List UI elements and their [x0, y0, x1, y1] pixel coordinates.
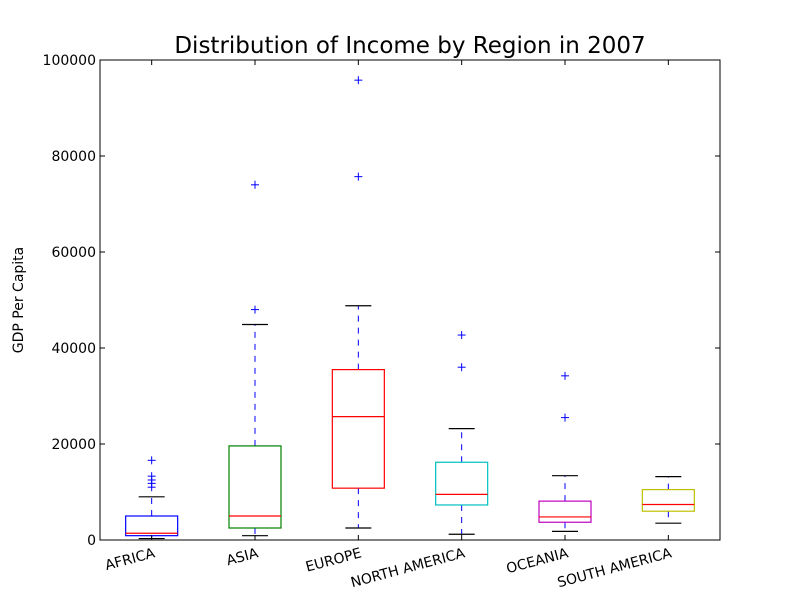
outlier-marker: [147, 472, 156, 481]
outlier-marker: [147, 456, 156, 465]
y-tick-label: 0: [87, 533, 96, 549]
outlier-marker: [354, 76, 363, 85]
plot-area: [125, 76, 695, 540]
box-iqr: [641, 489, 695, 512]
y-tick-label: 40000: [51, 341, 96, 357]
plot-frame: [99, 59, 721, 541]
outlier-marker: [561, 413, 569, 422]
x-tick-label: ASIA: [225, 545, 261, 569]
box-group-asia: [228, 180, 282, 537]
outlier-marker: [251, 305, 259, 314]
y-tick-label: 60000: [51, 245, 96, 261]
outlier-marker: [561, 371, 569, 380]
box-iqr: [228, 445, 282, 529]
outlier-marker: [251, 180, 259, 189]
outlier-marker: [457, 331, 466, 340]
box-group-oceania: [538, 371, 592, 532]
y-tick-label: 20000: [51, 437, 96, 453]
box-group-north-america: [435, 331, 489, 535]
x-tick-label: SOUTH AMERICA: [556, 545, 674, 591]
y-tick-label: 80000: [51, 149, 96, 165]
box-iqr: [538, 500, 592, 523]
x-tick-label: AFRICA: [103, 545, 157, 574]
x-tick-label: OCEANIA: [505, 545, 571, 577]
outlier-marker: [457, 363, 466, 372]
axes: 0 20000 40000 60000 80000 100000 AFRICA ASIA EUR…: [43, 53, 720, 591]
box-iqr: [331, 369, 385, 489]
box-group-europe: [331, 76, 385, 529]
box-group-africa: [125, 456, 179, 540]
chart-title: Distribution of Income by Region in 2007: [174, 33, 645, 59]
box-group-south-america: [641, 476, 695, 524]
x-tick-label: EUROPE: [304, 545, 363, 575]
outlier-marker: [354, 172, 363, 181]
y-axis-label: GDP Per Capita: [11, 247, 27, 353]
y-tick-label: 100000: [43, 53, 96, 69]
box-iqr: [435, 461, 489, 506]
x-tick-label: NORTH AMERICA: [349, 545, 467, 591]
